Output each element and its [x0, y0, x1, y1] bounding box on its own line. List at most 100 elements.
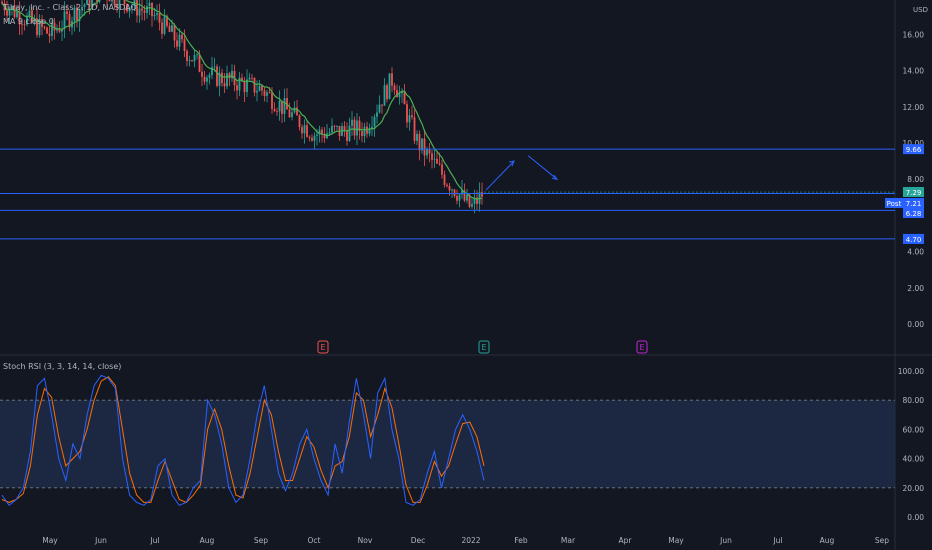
candle-body[interactable] [81, 6, 83, 10]
candle-body[interactable] [173, 25, 176, 41]
candle-body[interactable] [328, 132, 331, 134]
candle-body[interactable] [461, 190, 463, 195]
candle-body[interactable] [181, 34, 183, 40]
candle-body[interactable] [203, 76, 206, 82]
candle-body[interactable] [208, 75, 211, 78]
price-badge[interactable]: 4.70 [903, 233, 924, 244]
candle-body[interactable] [158, 13, 161, 23]
candle-body[interactable] [41, 19, 43, 27]
candle-body[interactable] [138, 8, 141, 16]
candle-body[interactable] [258, 85, 261, 91]
candle-body[interactable] [388, 73, 391, 100]
candle-body[interactable] [201, 71, 203, 77]
earnings-event-marker[interactable]: E [317, 340, 329, 354]
candle-body[interactable] [216, 66, 218, 86]
earnings-event-marker[interactable]: E [478, 340, 490, 354]
candle-body[interactable] [21, 24, 23, 26]
candle-body[interactable] [116, 4, 118, 8]
candle-body[interactable] [293, 107, 296, 113]
candle-body[interactable] [431, 153, 433, 160]
horizontal-levels[interactable] [0, 148, 895, 240]
candle-body[interactable] [171, 25, 173, 32]
candle-body[interactable] [43, 26, 46, 28]
candle-body[interactable] [438, 163, 441, 165]
trend-arrow-up[interactable] [485, 160, 515, 191]
candle-body[interactable] [411, 115, 413, 118]
candle-body[interactable] [456, 196, 458, 201]
candle-body[interactable] [353, 119, 356, 136]
candle-body[interactable] [23, 24, 26, 26]
candle-body[interactable] [283, 98, 286, 114]
candle-body[interactable] [36, 18, 38, 36]
candle-body[interactable] [131, 6, 133, 8]
candle-body[interactable] [196, 54, 198, 56]
candle-body[interactable] [51, 22, 53, 36]
candle-body[interactable] [198, 54, 201, 72]
candle-body[interactable] [363, 126, 366, 137]
candle-body[interactable] [376, 112, 378, 117]
candle-body[interactable] [276, 111, 278, 112]
candle-body[interactable] [351, 119, 353, 126]
candle-body[interactable] [443, 174, 446, 185]
candle-body[interactable] [301, 127, 303, 134]
candle-body[interactable] [268, 92, 271, 94]
candle-body[interactable] [151, 2, 153, 17]
candle-body[interactable] [243, 81, 246, 93]
candle-body[interactable] [98, 0, 101, 2]
candle-body[interactable] [398, 93, 401, 98]
candle-body[interactable] [371, 126, 373, 130]
candle-body[interactable] [323, 133, 326, 139]
candle-body[interactable] [306, 125, 308, 137]
candle-body[interactable] [313, 135, 316, 141]
candle-body[interactable] [373, 116, 376, 127]
candle-body[interactable] [386, 85, 388, 100]
candle-body[interactable] [251, 77, 253, 79]
candle-body[interactable] [266, 92, 268, 96]
candle-body[interactable] [391, 73, 393, 86]
candle-body[interactable] [481, 192, 483, 197]
candle-body[interactable] [358, 120, 361, 131]
candle-body[interactable] [86, 0, 88, 5]
stoch-rsi-legend[interactable]: Stoch RSI (3, 3, 14, 14, close) [3, 362, 121, 371]
candle-body[interactable] [463, 190, 466, 201]
candle-body[interactable] [291, 112, 293, 118]
candle-body[interactable] [73, 7, 76, 22]
price-axis[interactable]: 16.00 14.00 12.00 10.00 8.00 4.00 2.00 0.00 9.66… [885, 30, 924, 329]
price-candles[interactable] [1, 0, 483, 214]
candle-body[interactable] [1, 1, 3, 4]
candle-body[interactable] [273, 108, 276, 112]
candle-body[interactable] [8, 9, 11, 16]
candle-body[interactable] [48, 33, 51, 36]
candle-body[interactable] [346, 130, 348, 141]
earnings-event-marker[interactable]: E [636, 340, 648, 354]
candle-body[interactable] [178, 34, 181, 47]
candle-body[interactable] [333, 125, 336, 127]
candle-body[interactable] [381, 104, 383, 106]
candle-body[interactable] [186, 50, 188, 61]
candle-body[interactable] [311, 137, 313, 141]
candle-body[interactable] [336, 125, 338, 127]
candle-body[interactable] [278, 100, 281, 112]
candle-body[interactable] [248, 77, 251, 80]
candle-body[interactable] [228, 73, 231, 79]
candle-body[interactable] [343, 126, 346, 131]
candle-body[interactable] [473, 197, 476, 204]
candle-body[interactable] [433, 158, 436, 160]
candle-body[interactable] [348, 125, 351, 141]
candle-body[interactable] [146, 6, 148, 13]
candle-body[interactable] [408, 115, 411, 123]
candle-body[interactable] [76, 7, 78, 22]
candle-body[interactable] [193, 55, 196, 62]
candle-body[interactable] [63, 11, 66, 29]
candle-body[interactable] [298, 115, 301, 128]
candle-body[interactable] [53, 22, 56, 31]
candle-body[interactable] [176, 40, 178, 47]
candle-body[interactable] [126, 4, 128, 12]
candle-body[interactable] [441, 164, 443, 175]
candle-body[interactable] [401, 91, 403, 94]
candle-body[interactable] [246, 79, 248, 93]
candle-body[interactable] [123, 0, 126, 5]
candle-body[interactable] [13, 6, 16, 18]
candle-body[interactable] [221, 72, 223, 84]
candle-body[interactable] [206, 77, 208, 82]
